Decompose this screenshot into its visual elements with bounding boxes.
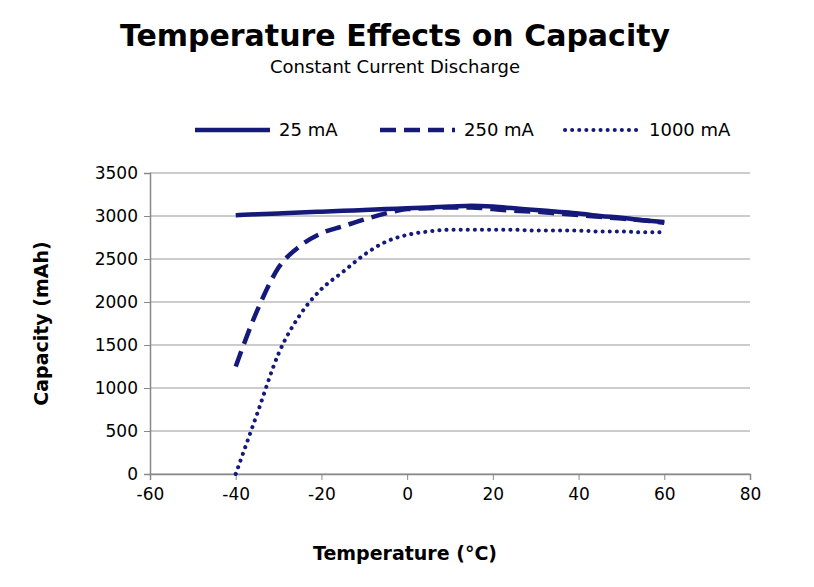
- grid-line: [150, 345, 750, 346]
- x-tick-label: -20: [308, 484, 336, 504]
- grid-line: [150, 259, 750, 260]
- y-tick-label: 1500: [95, 335, 138, 355]
- y-tick-mark: [144, 173, 150, 174]
- grid: [150, 173, 750, 474]
- y-tick: 3000: [95, 206, 150, 226]
- y-tick-mark: [144, 474, 150, 475]
- grid-line: [150, 431, 750, 432]
- legend-swatch: [195, 128, 270, 133]
- y-axis-title: Capacity (mAh): [30, 241, 52, 405]
- plot-area: [236, 206, 665, 474]
- y-tick-label: 3500: [95, 163, 138, 183]
- y-tick-label: 500: [106, 421, 138, 441]
- x-tick-mark: [664, 474, 665, 480]
- grid-line: [150, 388, 750, 389]
- x-axis: -60 -40 -20 0 20 40 60 80: [137, 474, 762, 504]
- x-tick-label: -60: [137, 484, 165, 504]
- x-tick: 20: [483, 474, 505, 504]
- legend-item: 1000 mA: [565, 119, 731, 140]
- y-tick: 0: [127, 464, 150, 484]
- y-tick-mark: [144, 259, 150, 260]
- y-tick-label: 2000: [95, 292, 138, 312]
- x-tick-mark: [493, 474, 494, 480]
- series-line: [236, 230, 665, 474]
- x-tick: -40: [222, 474, 250, 504]
- legend-swatch: [380, 128, 455, 133]
- x-tick-label: 60: [654, 484, 676, 504]
- chart: Temperature Effects on Capacity Constant …: [0, 0, 814, 587]
- y-tick: 2000: [95, 292, 150, 312]
- x-axis-title: Temperature (°C): [313, 542, 497, 564]
- y-tick: 1000: [95, 378, 150, 398]
- legend: 25 mA 250 mA 1000 mA: [195, 119, 731, 140]
- x-tick: 40: [568, 474, 590, 504]
- legend-swatch: [565, 128, 640, 132]
- legend-item: 250 mA: [380, 119, 535, 140]
- x-tick-mark: [321, 474, 322, 480]
- legend-label: 1000 mA: [649, 119, 731, 140]
- x-tick-label: 0: [402, 484, 413, 504]
- x-tick-mark: [750, 474, 751, 480]
- y-tick-mark: [144, 345, 150, 346]
- x-tick: -60: [137, 474, 165, 504]
- legend-label: 25 mA: [279, 119, 338, 140]
- x-tick-label: 20: [483, 484, 505, 504]
- y-tick: 500: [106, 421, 150, 441]
- y-tick: 3500: [95, 163, 150, 183]
- y-tick-label: 1000: [95, 378, 138, 398]
- y-tick-label: 2500: [95, 249, 138, 269]
- legend-label: 250 mA: [464, 119, 535, 140]
- x-tick-mark: [407, 474, 408, 480]
- y-tick-mark: [144, 216, 150, 217]
- y-tick: 2500: [95, 249, 150, 269]
- x-tick-label: -40: [222, 484, 250, 504]
- legend-item: 25 mA: [195, 119, 338, 140]
- series-line: [236, 207, 665, 366]
- x-axis-line: [151, 475, 751, 481]
- subtitle: Constant Current Discharge: [270, 56, 520, 77]
- x-tick: 0: [402, 474, 413, 504]
- y-tick-mark: [144, 388, 150, 389]
- y-tick-label: 3000: [95, 206, 138, 226]
- y-tick-label: 0: [127, 464, 138, 484]
- x-tick: -20: [308, 474, 336, 504]
- y-axis: 0 500 1000 1500 2000 2500 3000 3500: [95, 163, 151, 484]
- grid-line: [150, 173, 750, 174]
- x-tick: 80: [740, 474, 762, 504]
- grid-line: [150, 302, 750, 303]
- x-tick-mark: [579, 474, 580, 480]
- y-tick-mark: [144, 431, 150, 432]
- x-tick-label: 40: [568, 484, 590, 504]
- x-tick: 60: [654, 474, 676, 504]
- y-tick-mark: [144, 302, 150, 303]
- x-tick-label: 80: [740, 484, 762, 504]
- y-tick: 1500: [95, 335, 150, 355]
- title: Temperature Effects on Capacity: [120, 18, 671, 53]
- y-axis-line: [144, 174, 151, 475]
